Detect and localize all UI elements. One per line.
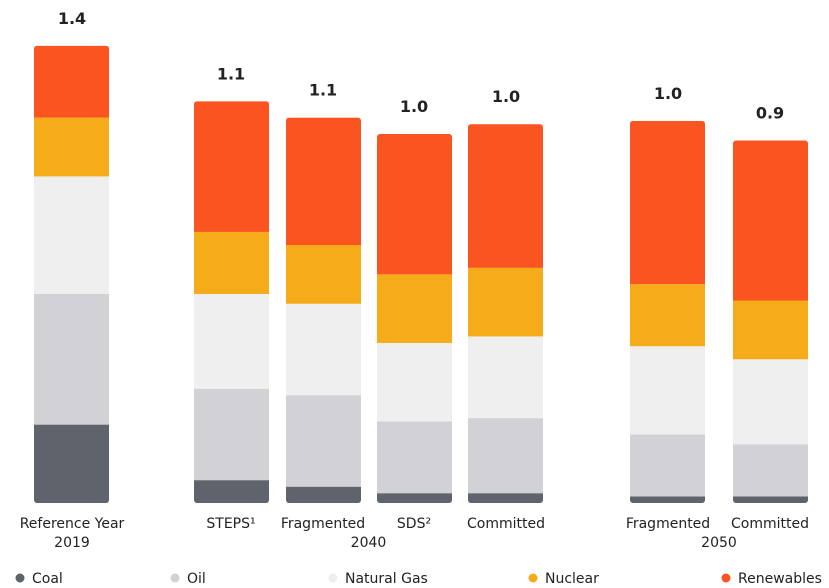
bar-segment-renewables — [34, 45, 109, 118]
legend-item-natural-gas: Natural Gas — [328, 571, 428, 587]
bar-segment-nuclear — [377, 274, 452, 343]
legend-item-renewables: Renewables — [721, 571, 822, 587]
bar-segment-coal — [733, 496, 808, 503]
category-label: Fragmented — [626, 516, 710, 532]
legend-label: Nuclear — [545, 571, 599, 587]
bar-total-label: 1.1 — [217, 64, 245, 83]
legend: Coal Oil Natural Gas Nuclear Renewables — [15, 571, 822, 587]
category-label: Committed — [467, 516, 545, 532]
bar-segment-natural-gas — [34, 176, 109, 294]
bar-segment-renewables — [630, 120, 705, 285]
category-label: Reference Year — [20, 516, 125, 532]
bar-stack — [194, 101, 269, 503]
bar-segment-coal — [377, 493, 452, 503]
bar-total-label: 1.4 — [58, 9, 86, 28]
bar-segment-oil — [194, 388, 269, 481]
group-labels: 2019 2040 2050 — [54, 535, 737, 551]
bar-segment-nuclear — [194, 231, 269, 294]
bar-stack — [377, 133, 452, 503]
bar-segment-natural-gas — [468, 336, 543, 419]
bar-segment-nuclear — [286, 244, 361, 304]
bar-segment-coal — [630, 496, 705, 503]
legend-label: Natural Gas — [345, 571, 428, 587]
bar-segment-natural-gas — [733, 359, 808, 445]
bar-segment-nuclear — [733, 300, 808, 360]
bar-stack — [733, 140, 808, 503]
category-label: Fragmented — [281, 516, 365, 532]
category-label: SDS² — [397, 516, 431, 532]
bar-segment-oil — [468, 418, 543, 494]
legend-label: Renewables — [738, 571, 822, 587]
bar-segment-renewables — [194, 101, 269, 232]
bars — [34, 45, 808, 503]
legend-swatch — [15, 573, 25, 583]
bar-segment-coal — [194, 480, 269, 503]
bar-total-label: 1.0 — [654, 84, 682, 103]
bar-segment-oil — [34, 293, 109, 425]
group-label: 2019 — [54, 535, 90, 551]
bar-segment-nuclear — [34, 117, 109, 177]
bar-total-label: 1.0 — [400, 97, 428, 116]
total-labels: 1.4 1.1 1.1 1.0 1.0 1.0 0.9 — [58, 9, 784, 123]
bar-segment-natural-gas — [194, 293, 269, 389]
category-label: Committed — [731, 516, 809, 532]
category-labels: Reference Year STEPS¹ Fragmented SDS² Commit… — [20, 516, 809, 532]
bar-segment-renewables — [733, 140, 808, 301]
bar-segment-nuclear — [630, 284, 705, 347]
legend-item-coal: Coal — [15, 571, 63, 587]
category-label: STEPS¹ — [206, 516, 255, 532]
bar-segment-renewables — [377, 133, 452, 275]
group-label: 2040 — [351, 535, 387, 551]
bar-stack — [34, 45, 109, 503]
bar-segment-coal — [468, 493, 543, 503]
bar-segment-natural-gas — [286, 303, 361, 396]
legend-item-nuclear: Nuclear — [528, 571, 599, 587]
bar-segment-natural-gas — [377, 342, 452, 422]
bar-stack — [286, 117, 361, 503]
group-label: 2050 — [701, 535, 737, 551]
bar-stack — [468, 124, 543, 503]
bar-segment-oil — [630, 434, 705, 497]
legend-swatch — [170, 573, 180, 583]
bar-segment-nuclear — [468, 267, 543, 337]
legend-swatch — [328, 573, 338, 583]
bar-segment-natural-gas — [630, 346, 705, 435]
legend-swatch — [528, 573, 538, 583]
legend-label: Oil — [187, 571, 206, 587]
bar-stack — [630, 120, 705, 503]
bar-segment-renewables — [286, 117, 361, 245]
bar-total-label: 1.0 — [492, 87, 520, 106]
legend-item-oil: Oil — [170, 571, 206, 587]
bar-segment-oil — [286, 395, 361, 487]
bar-segment-oil — [733, 444, 808, 497]
bar-segment-renewables — [468, 124, 543, 268]
bar-total-label: 0.9 — [756, 103, 784, 122]
bar-segment-coal — [286, 486, 361, 503]
bar-total-label: 1.1 — [309, 81, 337, 100]
legend-label: Coal — [32, 571, 63, 587]
bar-segment-oil — [377, 421, 452, 494]
legend-swatch — [721, 573, 731, 583]
bar-segment-coal — [34, 424, 109, 503]
